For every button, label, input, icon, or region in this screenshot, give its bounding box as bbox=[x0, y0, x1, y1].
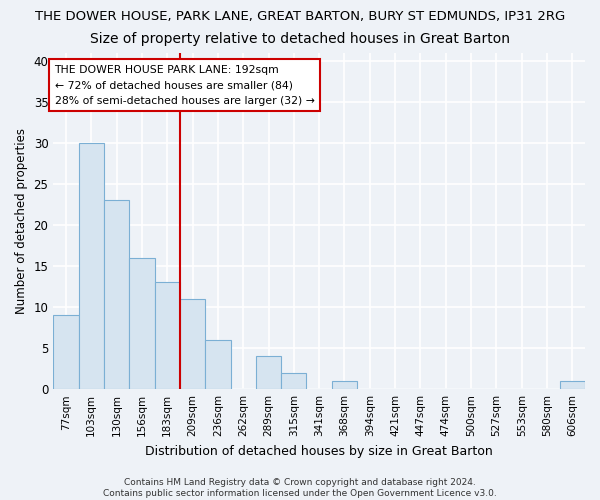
Bar bbox=[281, 373, 307, 389]
Bar bbox=[53, 316, 79, 389]
Text: Contains HM Land Registry data © Crown copyright and database right 2024.
Contai: Contains HM Land Registry data © Crown c… bbox=[103, 478, 497, 498]
Y-axis label: Number of detached properties: Number of detached properties bbox=[15, 128, 28, 314]
Bar bbox=[129, 258, 155, 389]
Bar bbox=[256, 356, 281, 389]
Bar bbox=[104, 200, 129, 389]
Text: Size of property relative to detached houses in Great Barton: Size of property relative to detached ho… bbox=[90, 32, 510, 46]
X-axis label: Distribution of detached houses by size in Great Barton: Distribution of detached houses by size … bbox=[145, 444, 493, 458]
Bar bbox=[155, 282, 180, 389]
Bar bbox=[180, 299, 205, 389]
Text: THE DOWER HOUSE, PARK LANE, GREAT BARTON, BURY ST EDMUNDS, IP31 2RG: THE DOWER HOUSE, PARK LANE, GREAT BARTON… bbox=[35, 10, 565, 23]
Bar bbox=[332, 381, 357, 389]
Text: THE DOWER HOUSE PARK LANE: 192sqm
← 72% of detached houses are smaller (84)
28% : THE DOWER HOUSE PARK LANE: 192sqm ← 72% … bbox=[55, 65, 314, 106]
Bar bbox=[560, 381, 585, 389]
Bar bbox=[205, 340, 230, 389]
Bar bbox=[79, 143, 104, 389]
